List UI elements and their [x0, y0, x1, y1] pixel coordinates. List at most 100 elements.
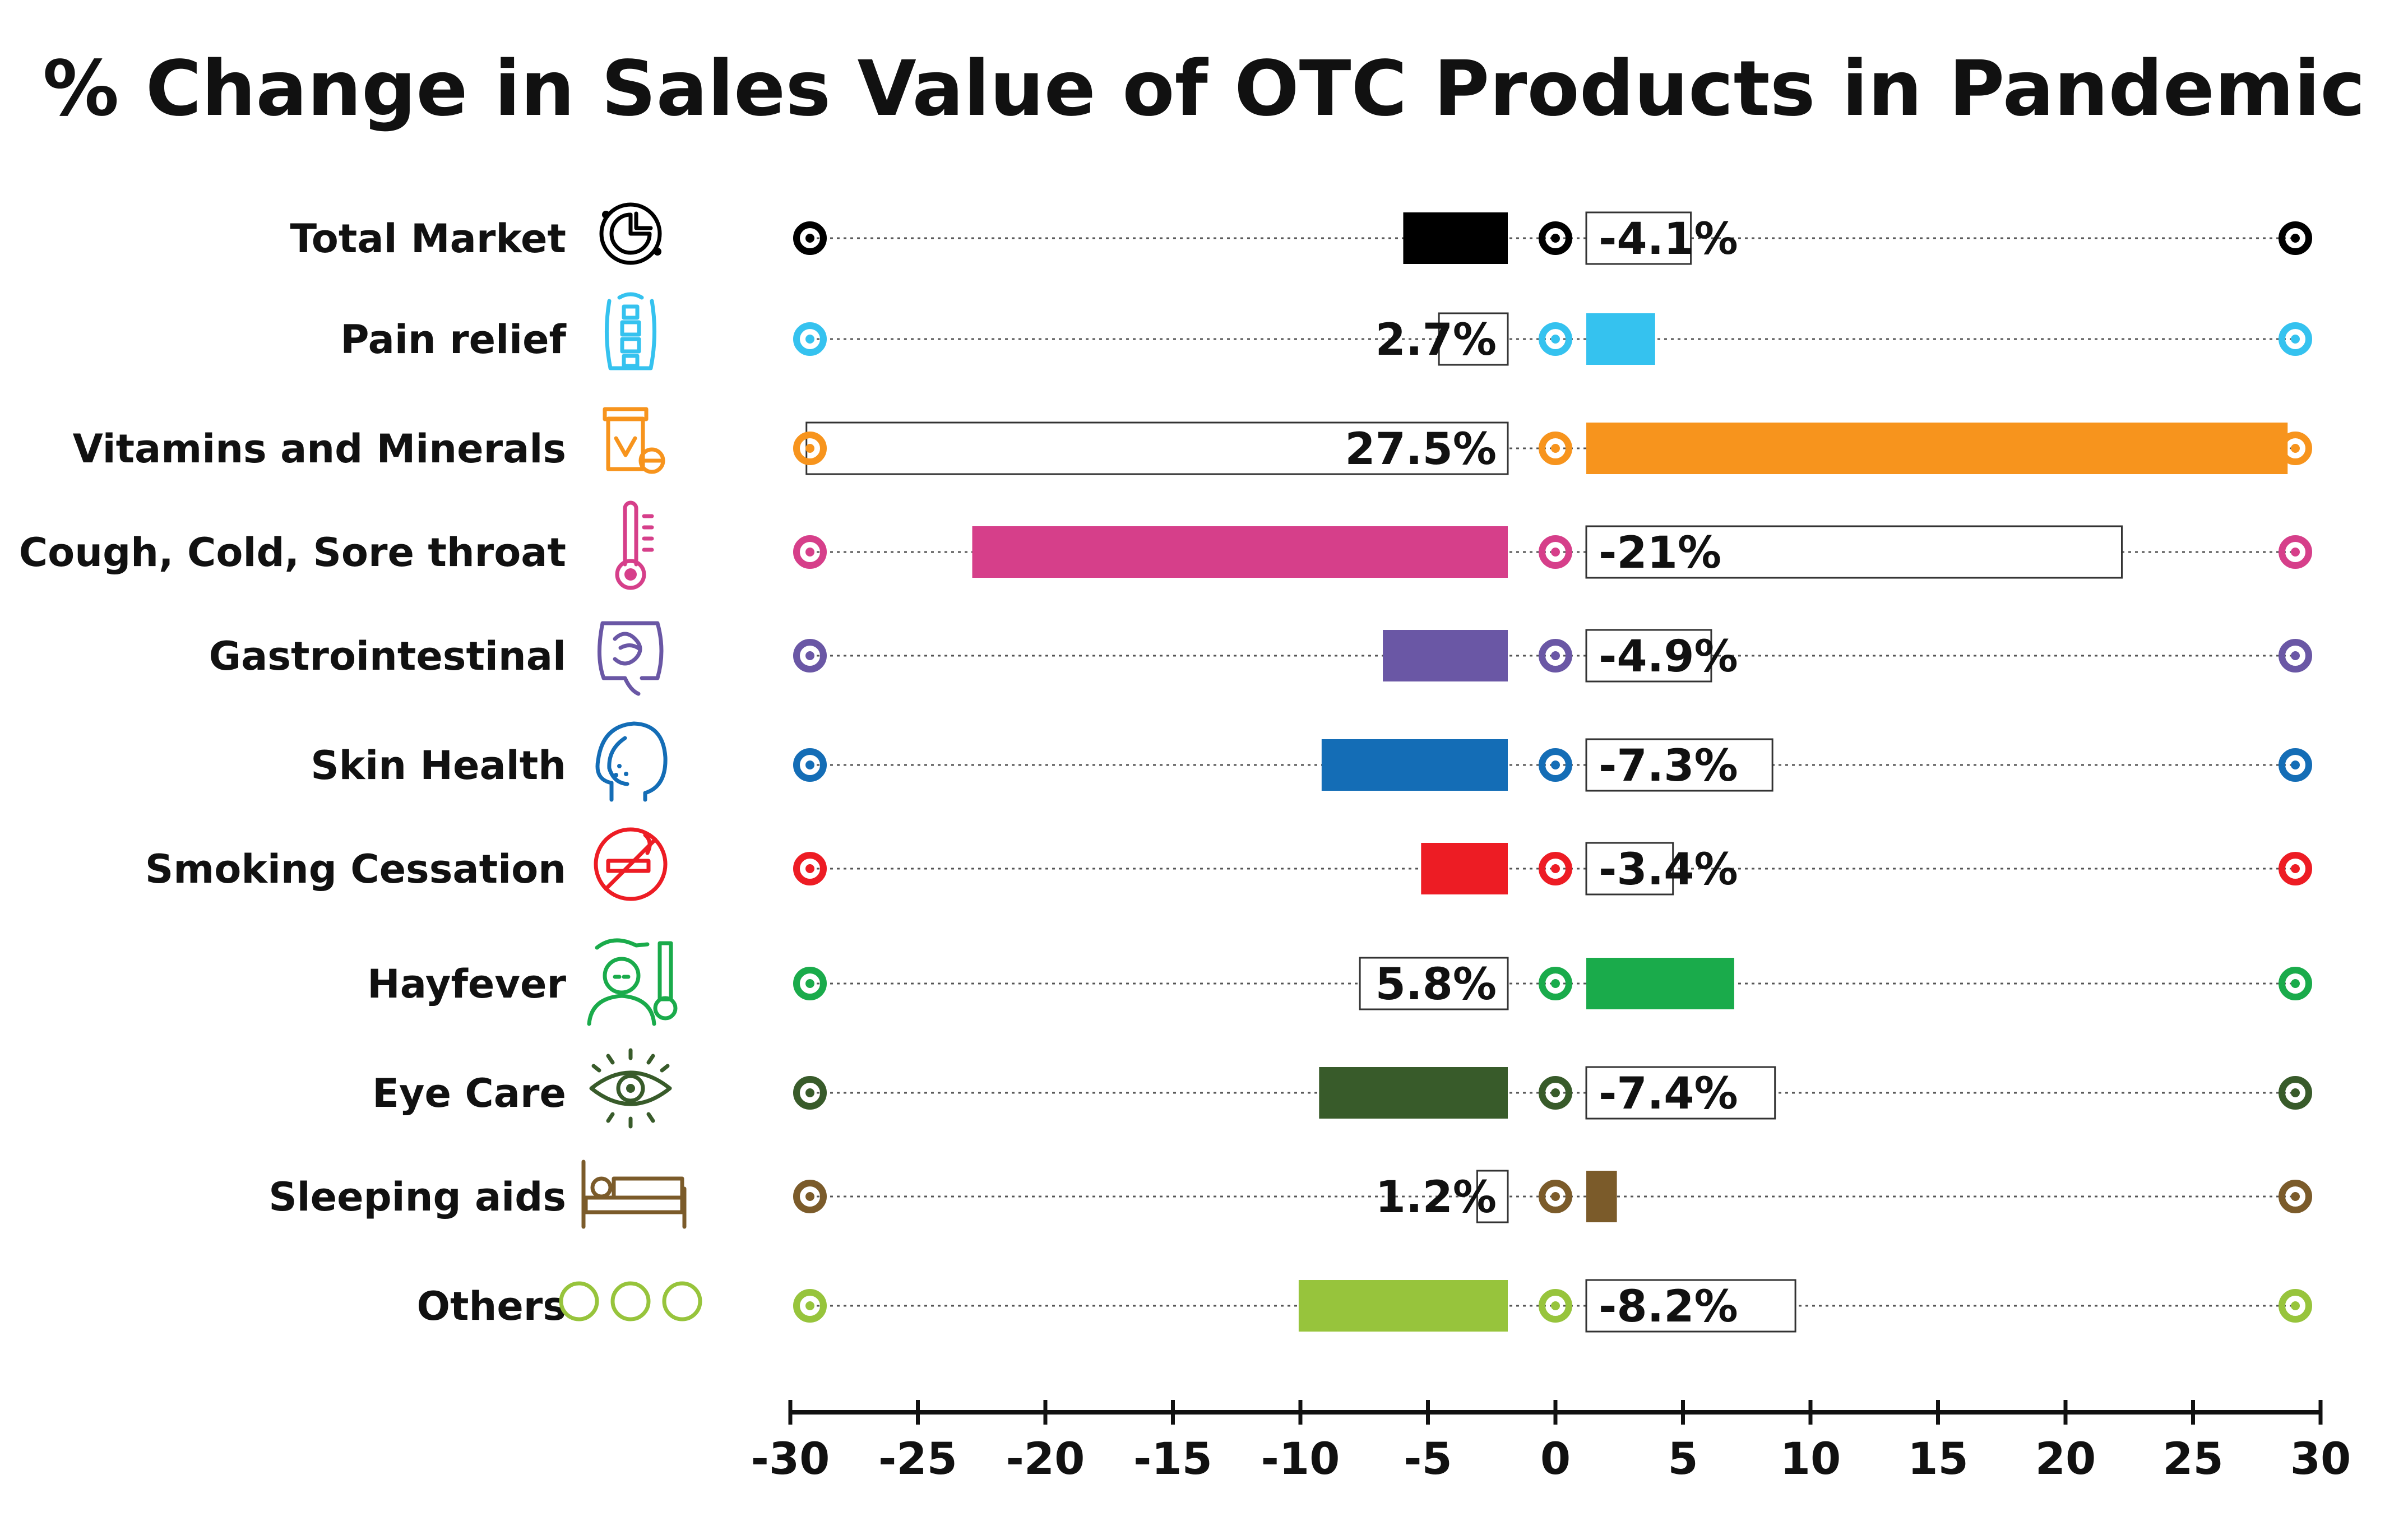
spine-icon	[604, 292, 657, 370]
marker-right	[2279, 852, 2312, 885]
category-label: Vitamins and Minerals	[73, 426, 566, 472]
three-circles-icon	[559, 1281, 702, 1321]
icon-part	[602, 211, 610, 219]
icon-part	[622, 304, 640, 320]
data-bar	[1298, 1280, 1508, 1332]
data-bar	[972, 526, 1508, 578]
marker-left-ring	[793, 967, 827, 1000]
icon-part	[620, 320, 641, 337]
x-tick-label: 15	[1907, 1434, 1969, 1485]
icon-part	[653, 996, 678, 1021]
marker-center	[1539, 535, 1572, 569]
marker-right-dot	[2291, 651, 2300, 660]
marker-right-ring	[2279, 748, 2312, 782]
marker-center-ring	[1539, 639, 1572, 673]
marker-center-ring	[1539, 852, 1572, 885]
marker-left	[793, 967, 827, 1000]
marker-right-dot	[2291, 1088, 2300, 1097]
x-tick-label: 20	[2035, 1434, 2096, 1485]
marker-right-dot	[2291, 1301, 2300, 1310]
marker-right	[2279, 639, 2312, 673]
marker-left	[793, 852, 827, 885]
eye-icon	[589, 1048, 672, 1129]
marker-right	[2279, 1289, 2312, 1323]
marker-center	[1539, 639, 1572, 673]
icon-part	[600, 621, 664, 680]
marker-center-ring	[1539, 221, 1572, 255]
icon-part	[559, 1281, 599, 1321]
marker-right-ring	[2279, 1289, 2312, 1323]
marker-right-dot	[2291, 979, 2300, 988]
data-bar	[1586, 313, 1655, 365]
category-label: Eye Care	[372, 1070, 566, 1116]
data-bar	[1586, 958, 1734, 1009]
marker-right-ring	[2279, 1076, 2312, 1110]
marker-left	[793, 322, 827, 356]
marker-left-ring	[793, 1180, 827, 1213]
marker-right-ring	[2279, 221, 2312, 255]
marker-left-ring	[793, 535, 827, 569]
marker-right-ring	[2279, 639, 2312, 673]
x-tick-label: -30	[751, 1434, 830, 1485]
data-label: 1.2%	[1376, 1172, 1497, 1223]
marker-left-dot	[805, 548, 814, 557]
data-label: -7.3%	[1599, 741, 1738, 791]
label-box	[1585, 525, 2123, 579]
rows-layer: -4.1% Total Market 2.7% Pain relief 27.5% Vit…	[19, 202, 2312, 1333]
icon-part	[622, 354, 640, 368]
label-box	[1585, 211, 1692, 265]
icon-part	[616, 1074, 645, 1103]
icon-part	[599, 202, 662, 265]
pie-chart-icon	[599, 202, 662, 265]
icon-part	[615, 559, 646, 590]
marker-right-ring	[2279, 1180, 2312, 1213]
data-label: -8.2%	[1599, 1282, 1738, 1332]
data-bar	[1321, 739, 1508, 791]
vitamins-icon	[603, 407, 665, 474]
marker-center	[1539, 432, 1572, 465]
marker-left-ring	[793, 221, 827, 255]
marker-left	[793, 535, 827, 569]
category-label: Gastrointestinal	[209, 633, 566, 679]
icon-part	[609, 212, 652, 255]
x-tick-label: 0	[1540, 1434, 1571, 1485]
icon-part	[626, 1084, 635, 1093]
marker-left	[793, 221, 827, 255]
chart-row: -21% Cough, Cold, Sore throat	[19, 500, 2312, 590]
icon-part	[618, 643, 642, 651]
icon-part	[594, 827, 668, 901]
marker-right	[2279, 1076, 2312, 1110]
marker-left-dot	[805, 651, 814, 660]
marker-center-ring	[1539, 535, 1572, 569]
label-box	[805, 421, 1509, 475]
marker-left-ring	[793, 852, 827, 885]
marker-left	[793, 432, 827, 465]
label-box	[1585, 738, 1773, 792]
marker-center-dot	[1551, 1088, 1560, 1097]
marker-center	[1539, 852, 1572, 885]
icon-part	[604, 837, 657, 891]
data-label: -7.4%	[1599, 1069, 1738, 1119]
label-box	[1438, 312, 1509, 366]
data-bar	[1383, 630, 1508, 681]
icon-part	[607, 736, 629, 786]
marker-right-dot	[2291, 335, 2300, 344]
marker-center-dot	[1551, 1301, 1560, 1310]
marker-center-dot	[1551, 760, 1560, 769]
chart-row: 27.5% Vitamins and Minerals	[73, 407, 2312, 475]
marker-right-ring	[2279, 852, 2312, 885]
category-label: Sleeping aids	[268, 1174, 566, 1220]
icon-part	[614, 773, 618, 777]
data-label: 27.5%	[1345, 424, 1497, 475]
marker-right	[2279, 535, 2312, 569]
icon-part	[662, 1281, 702, 1321]
x-tick-label: 5	[1668, 1434, 1698, 1485]
icon-part	[654, 248, 661, 256]
marker-center-ring	[1539, 1289, 1572, 1323]
marker-center-ring	[1539, 967, 1572, 1000]
label-box	[1585, 1066, 1776, 1120]
marker-right	[2279, 1180, 2312, 1213]
chart-row: -3.4% Smoking Cessation	[145, 827, 2312, 901]
marker-left-ring	[793, 322, 827, 356]
